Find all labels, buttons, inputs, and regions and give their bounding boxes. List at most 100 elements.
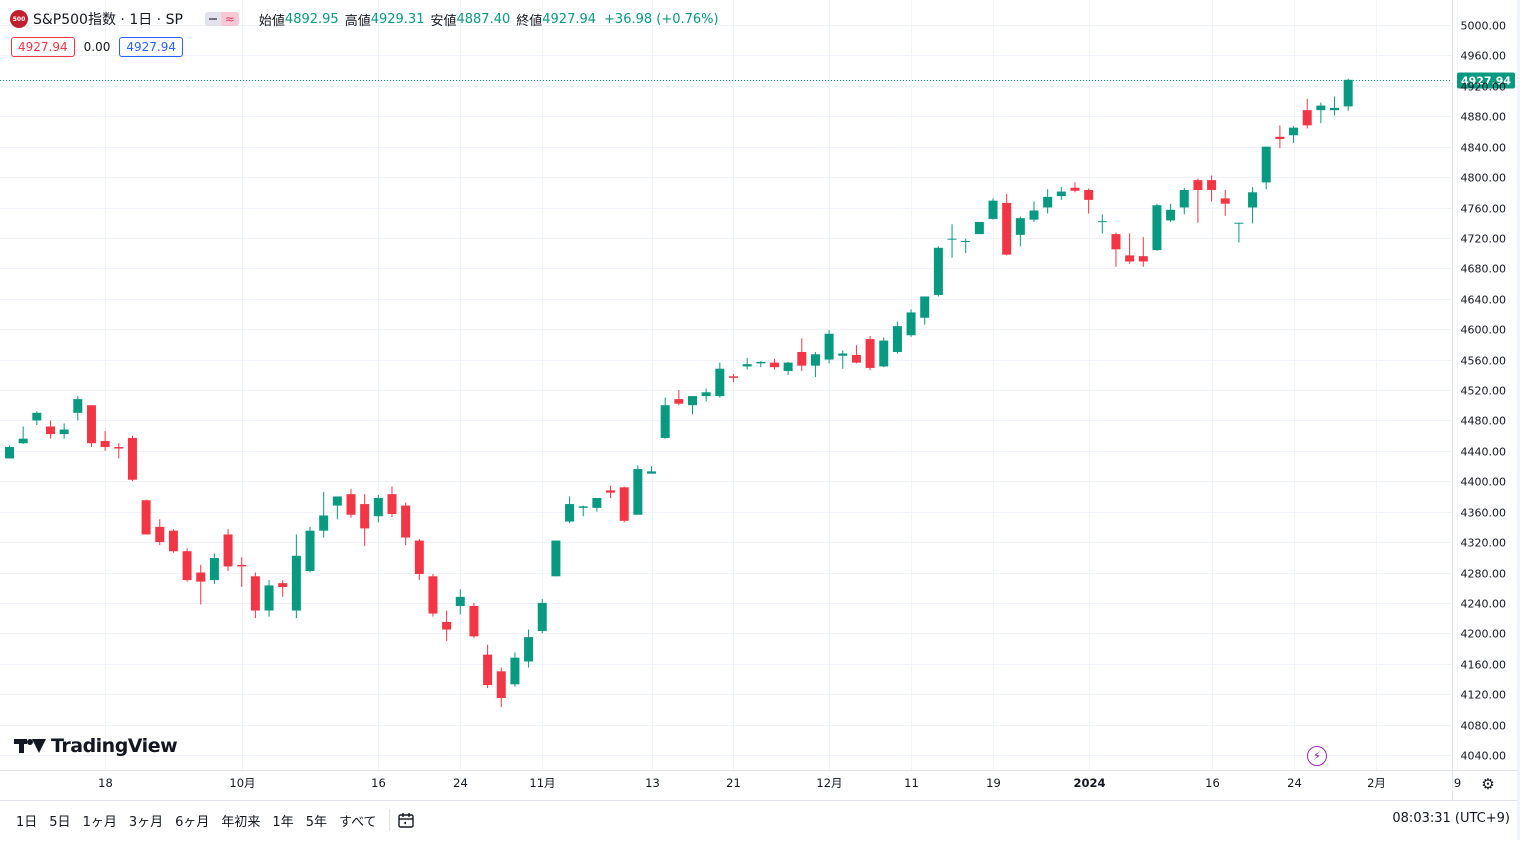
gear-icon[interactable]: ⚙ bbox=[1481, 775, 1495, 793]
candle bbox=[1002, 193, 1012, 256]
candle-body bbox=[688, 396, 697, 406]
y-tick-label: 4640.00 bbox=[1461, 294, 1507, 307]
x-tick-label: 19 bbox=[986, 776, 1001, 790]
legend-toggles[interactable]: ≈ bbox=[204, 12, 239, 26]
candle-body bbox=[442, 621, 452, 630]
candle-body bbox=[319, 515, 329, 531]
range-1y[interactable]: 1年 bbox=[272, 814, 294, 830]
symbol-title[interactable]: S&P500指数 · 1日 · SP bbox=[33, 12, 183, 28]
candle bbox=[1084, 188, 1094, 214]
candle bbox=[373, 494, 383, 523]
candle-body bbox=[1289, 127, 1299, 136]
candle bbox=[660, 397, 670, 439]
candle-body bbox=[1179, 190, 1189, 208]
wave-icon[interactable]: ≈ bbox=[220, 12, 239, 26]
candle bbox=[73, 396, 83, 421]
range-5d[interactable]: 5日 bbox=[49, 814, 71, 830]
candle-body bbox=[537, 602, 547, 632]
x-tick-label: 11月 bbox=[529, 776, 555, 790]
candle bbox=[988, 198, 998, 220]
y-tick-label: 4720.00 bbox=[1461, 233, 1507, 246]
candle bbox=[1234, 222, 1244, 243]
close-value: 4927.94 bbox=[542, 11, 597, 27]
x-tick-label: 24 bbox=[453, 776, 468, 790]
range-3m[interactable]: 3ヶ月 bbox=[128, 814, 164, 830]
y-tick-label: 4320.00 bbox=[1461, 537, 1507, 550]
candle-body bbox=[961, 240, 971, 242]
tradingview-logo[interactable]: TradingView bbox=[14, 735, 178, 757]
candle-body bbox=[1111, 234, 1121, 250]
low-label: 安値 bbox=[430, 13, 457, 29]
candle-body bbox=[45, 426, 55, 435]
symbol-logo[interactable]: 500 bbox=[10, 10, 28, 28]
candle bbox=[209, 553, 219, 584]
last-price-line: 4927.94 bbox=[0, 72, 1515, 89]
sell-button[interactable]: 4927.94 bbox=[11, 37, 75, 57]
x-tick-label: 18 bbox=[98, 776, 113, 790]
candle-body bbox=[100, 440, 110, 448]
candle-body bbox=[1166, 209, 1176, 221]
candle bbox=[1193, 178, 1203, 223]
candle bbox=[1015, 216, 1025, 247]
y-tick-label: 4800.00 bbox=[1461, 172, 1507, 185]
candle-body bbox=[155, 526, 165, 543]
candle bbox=[619, 486, 629, 523]
candle bbox=[223, 529, 233, 571]
candle bbox=[346, 488, 356, 518]
candle-body bbox=[892, 326, 902, 352]
range-5y[interactable]: 5年 bbox=[305, 814, 327, 830]
lightning-icon[interactable]: ⚡ bbox=[1307, 746, 1327, 766]
candle bbox=[510, 652, 520, 687]
candle bbox=[182, 548, 192, 582]
candle-body bbox=[933, 247, 943, 295]
candle-body bbox=[838, 353, 848, 356]
range-1m[interactable]: 1ヶ月 bbox=[82, 814, 117, 830]
candle-body bbox=[1125, 255, 1135, 262]
candle bbox=[810, 351, 820, 378]
candle-body bbox=[168, 530, 178, 552]
range-all[interactable]: すべて bbox=[338, 814, 377, 830]
candle-body bbox=[32, 412, 42, 421]
candle-body bbox=[346, 494, 356, 515]
x-tick-label: 2024 bbox=[1073, 776, 1105, 790]
candle-body bbox=[291, 555, 301, 611]
x-tick-label: 16 bbox=[1205, 776, 1220, 790]
collapse-icon[interactable] bbox=[204, 12, 221, 26]
candle-body bbox=[1330, 107, 1340, 111]
brand-text: TradingView bbox=[51, 735, 178, 757]
price-chart[interactable]: 4927.94 4040.00 4080.00 4120.00 4160.00 4200… bbox=[0, 0, 1520, 800]
candle-body bbox=[524, 637, 534, 662]
candle-body bbox=[18, 438, 28, 444]
candle-body bbox=[455, 596, 465, 606]
candle bbox=[879, 337, 889, 368]
range-ytd[interactable]: 年初来 bbox=[221, 814, 261, 830]
range-6m[interactable]: 6ヶ月 bbox=[175, 814, 210, 830]
candle bbox=[947, 224, 957, 258]
order-buttons: 4927.94 0.00 4927.94 bbox=[11, 37, 183, 57]
y-tick-label: 4480.00 bbox=[1461, 415, 1507, 428]
x-tick-label: 12月 bbox=[816, 776, 842, 790]
toolbar-divider bbox=[388, 809, 390, 831]
candle bbox=[196, 564, 206, 605]
clock-timezone[interactable]: 08:03:31 (UTC+9) bbox=[1392, 811, 1510, 826]
candle-body bbox=[141, 500, 151, 535]
y-tick-label: 4240.00 bbox=[1461, 598, 1507, 611]
y-tick-label: 4200.00 bbox=[1461, 628, 1507, 641]
candle-body bbox=[551, 540, 561, 577]
candle bbox=[5, 445, 14, 459]
y-tick-label: 4040.00 bbox=[1461, 750, 1507, 763]
candle-body bbox=[783, 362, 793, 371]
candle bbox=[401, 502, 411, 546]
candle-body bbox=[1207, 180, 1217, 191]
open-label: 始値 bbox=[258, 13, 285, 29]
candle-body bbox=[1070, 187, 1080, 191]
range-1d[interactable]: 1日 bbox=[16, 814, 38, 830]
calendar-range-icon[interactable] bbox=[396, 810, 416, 830]
candle-body bbox=[496, 671, 506, 698]
candle bbox=[496, 667, 506, 708]
candle bbox=[1220, 190, 1230, 216]
y-tick-label: 4960.00 bbox=[1461, 50, 1507, 63]
candle bbox=[565, 496, 575, 524]
buy-button[interactable]: 4927.94 bbox=[119, 37, 183, 57]
candle-body bbox=[1234, 222, 1244, 224]
